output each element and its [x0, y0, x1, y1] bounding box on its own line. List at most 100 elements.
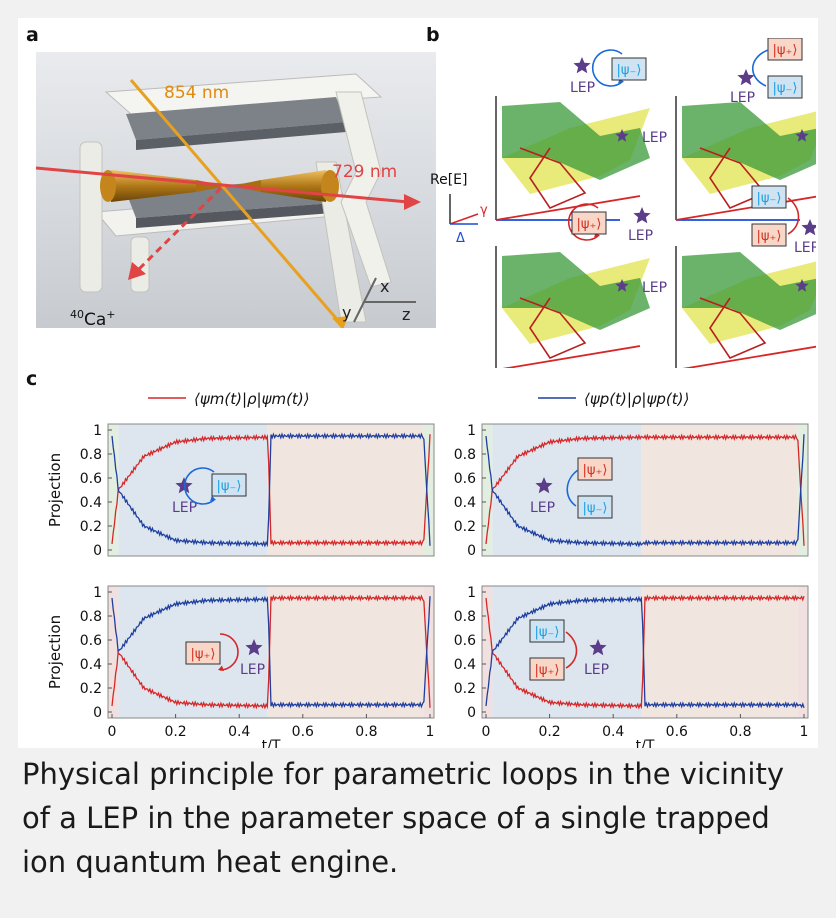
psi-minus-label-box	[751, 185, 787, 209]
x-tick-label: 0	[482, 724, 491, 740]
encircle-arrow	[567, 203, 599, 241]
figure-panel: a b c	[18, 18, 818, 748]
x-tick-label: 1	[426, 724, 435, 740]
plot-frame	[481, 585, 809, 719]
psi-plus-label: |ψ₊⟩	[577, 217, 602, 232]
ion-charge: +	[106, 308, 115, 321]
upper-sheet	[502, 102, 650, 180]
axis-z-label: z	[402, 305, 410, 324]
transition-arrow	[565, 631, 578, 669]
axis-line	[495, 195, 641, 221]
y-axis-label: Projection	[46, 453, 64, 527]
axis-line	[675, 195, 816, 221]
axis-delta-label: Δ	[456, 231, 465, 246]
psi-minus-label: |ψ₋⟩	[583, 501, 608, 516]
y-tick-label: 0	[467, 543, 476, 559]
legend-label-m: ⟨ψm(t)|ρ|ψm(t)⟩	[194, 390, 310, 408]
ion-name: Ca	[84, 310, 106, 328]
arrow-head	[218, 665, 224, 671]
stage-band	[641, 586, 798, 718]
transition-arrow	[566, 469, 579, 507]
psi-plus-label-box	[185, 641, 221, 665]
lep-label: LEP	[172, 500, 197, 516]
psi-plus-label: |ψ₊⟩	[583, 463, 608, 478]
stage-band	[267, 586, 424, 718]
lep-label: LEP	[530, 500, 555, 516]
stage-band	[423, 424, 434, 556]
y-tick-label: 0	[93, 705, 102, 721]
stage-band	[797, 424, 808, 556]
stage-band	[108, 424, 119, 556]
psi-minus-label: |ψ₋⟩	[535, 625, 560, 640]
x-axis-label: t/T	[262, 738, 281, 748]
psi-minus-label: |ψ₋⟩	[757, 191, 782, 206]
x-tick-label: 1	[800, 724, 809, 740]
surface-plot: LEP	[675, 96, 816, 221]
series-line-p	[485, 434, 805, 548]
series-line-m	[485, 433, 805, 546]
series-line-p	[485, 595, 805, 709]
transition-arrow	[787, 197, 800, 235]
panel-c-label: c	[26, 368, 38, 390]
lep-label: LEP	[642, 280, 667, 296]
y-tick-label: 0.2	[80, 681, 102, 697]
y-tick-label: 0.6	[454, 471, 476, 487]
y-tick-label: 0.8	[80, 447, 102, 463]
x-tick-label: 0.6	[292, 724, 314, 740]
y-axis-label: Projection	[46, 615, 64, 689]
projection-chart: 1 0.8 0.6 0.4 0.2 0 Projection LEP |ψ₋⟩	[46, 423, 435, 559]
psi-minus-label-box	[767, 75, 803, 99]
psi-minus-label-box	[577, 495, 613, 519]
surface-plot: LEP	[495, 246, 667, 368]
stage-band	[108, 586, 119, 718]
lep-star-icon	[795, 279, 809, 292]
y-tick-label: 1	[93, 423, 102, 439]
series-line-p	[111, 595, 431, 709]
y-tick-label: 0.4	[80, 495, 102, 511]
encircle-arrow	[591, 49, 623, 87]
stage-band	[641, 424, 798, 556]
psi-minus-label: |ψ₋⟩	[217, 479, 242, 494]
projection-chart: 1 0.8 0.6 0.4 0.2 00 0.2 0.4 0.6 0.8 1 t/T |ψ₋⟩ |ψ₊⟩ L…	[454, 585, 809, 748]
x-tick-label: 0.4	[602, 724, 624, 740]
series-line-m	[485, 594, 805, 710]
y-tick-label: 0	[467, 705, 476, 721]
lep-star-icon	[589, 639, 607, 656]
psi-plus-label-box	[571, 211, 607, 235]
axis-line	[449, 213, 479, 225]
panel-b-label: b	[426, 24, 440, 46]
psi-plus-label-box	[751, 223, 787, 247]
x-tick-label: 0.2	[538, 724, 560, 740]
lep-star-icon	[573, 57, 591, 74]
projection-chart: 1 0.8 0.6 0.4 0.2 0 |ψ₊⟩ |ψ₋⟩ LEP	[454, 423, 809, 559]
panel-a-label: a	[26, 24, 39, 46]
axis-x-label: x	[380, 277, 389, 296]
plot-frame	[107, 585, 435, 719]
axis-y-label: y	[342, 303, 351, 322]
axis-line	[502, 345, 641, 368]
stage-band	[482, 424, 493, 556]
x-tick-label: 0.4	[228, 724, 250, 740]
y-tick-label: 0	[93, 543, 102, 559]
lep-star-icon	[737, 69, 755, 86]
stage-band	[797, 586, 808, 718]
psi-plus-label: |ψ₊⟩	[773, 43, 798, 58]
upper-sheet	[682, 102, 816, 180]
y-tick-label: 0.8	[454, 447, 476, 463]
lep-star-icon	[245, 639, 263, 656]
encircle-arrow	[219, 633, 239, 671]
y-tick-label: 0.4	[454, 495, 476, 511]
series-line-p	[111, 432, 431, 548]
stage-band	[267, 424, 424, 556]
figure-caption: Physical principle for parametric loops …	[22, 757, 784, 879]
y-tick-label: 0.6	[80, 633, 102, 649]
x-tick-label: 0.8	[729, 724, 751, 740]
loop-path	[699, 147, 767, 209]
stage-band	[482, 586, 493, 718]
y-tick-label: 0.8	[454, 609, 476, 625]
encircle-arrow	[183, 467, 215, 505]
ion-trap-illustration: 854 nm 729 nm 40Ca+ x y z	[36, 52, 436, 328]
y-tick-label: 0.2	[454, 519, 476, 535]
upper-sheet	[502, 252, 650, 330]
lep-label: LEP	[584, 662, 609, 678]
